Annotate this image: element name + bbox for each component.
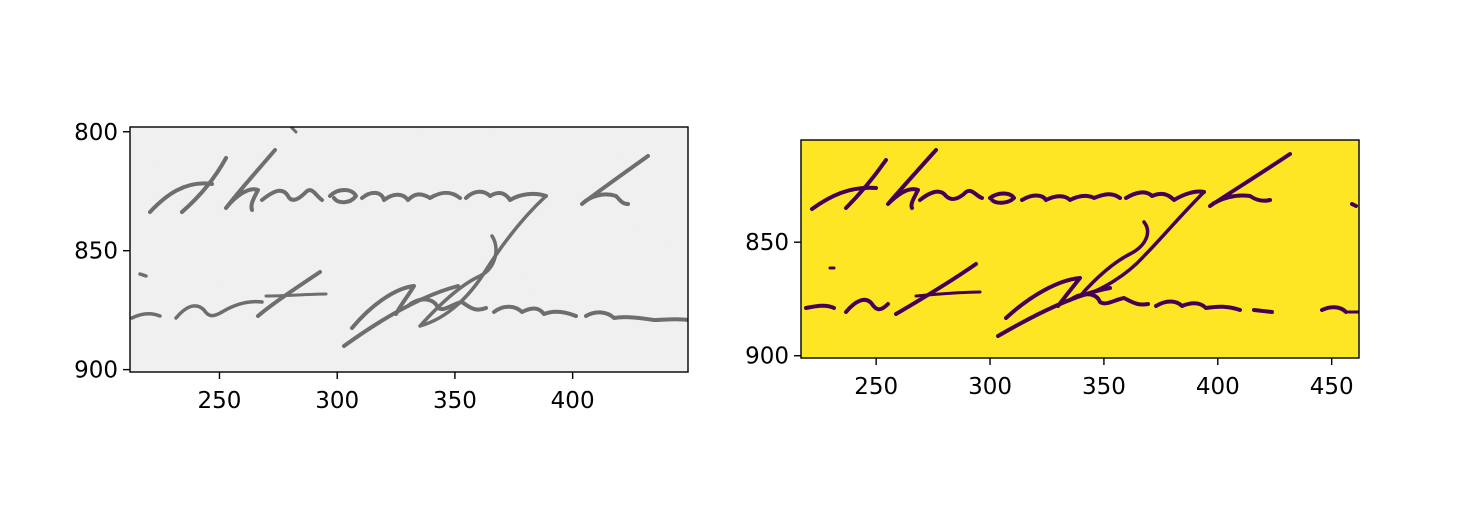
grayscale-x-tick-label: 300 [315, 388, 359, 414]
binary-y-tick-label: 850 [745, 230, 789, 256]
binary-x-axis: 250 300 350 400 450 [854, 358, 1354, 400]
grayscale-panel: 250 300 350 400 800 850 900 [74, 120, 689, 414]
grayscale-x-tick-label: 400 [551, 388, 595, 414]
binary-x-tick-label: 250 [854, 374, 898, 400]
binary-image-background [801, 140, 1359, 358]
grayscale-plot-frame [129, 126, 689, 373]
grayscale-x-tick-label: 250 [198, 388, 242, 414]
binary-plot-frame [800, 139, 1360, 359]
binary-x-tick-label: 450 [1310, 374, 1354, 400]
binary-y-tick-label: 900 [745, 344, 789, 370]
handwriting-gray [130, 127, 688, 348]
grayscale-y-axis: 800 850 900 [74, 120, 130, 384]
handwriting-binary [804, 148, 1359, 338]
grayscale-y-tick-label: 900 [74, 358, 118, 384]
grayscale-y-tick-label: 850 [74, 239, 118, 265]
binary-y-axis: 850 900 [745, 230, 801, 370]
grayscale-y-tick-label: 800 [74, 120, 118, 146]
binary-x-tick-label: 300 [968, 374, 1012, 400]
binary-x-tick-label: 350 [1082, 374, 1126, 400]
binary-panel: 250 300 350 400 450 850 900 [745, 139, 1360, 400]
binary-x-tick-label: 400 [1196, 374, 1240, 400]
grayscale-x-axis: 250 300 350 400 [198, 372, 595, 414]
grayscale-x-tick-label: 350 [433, 388, 477, 414]
